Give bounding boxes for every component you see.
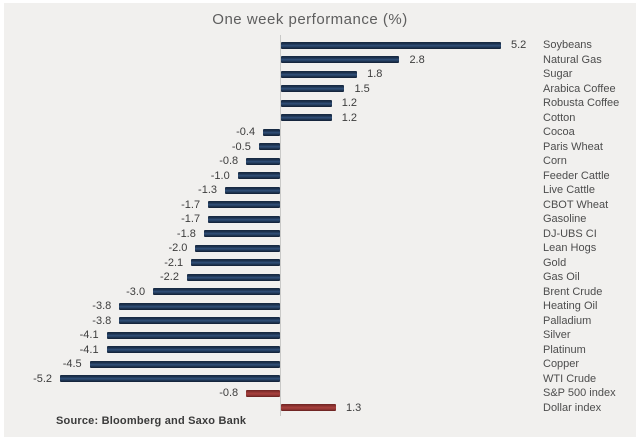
bar <box>60 375 280 382</box>
value-label: -3.8 <box>92 314 112 327</box>
value-label: 2.8 <box>409 53 425 66</box>
category-label: Feeder Cattle <box>543 169 610 182</box>
value-label: -0.8 <box>219 387 239 399</box>
bar <box>191 259 280 266</box>
bar <box>225 186 280 194</box>
category-label: Gas Oil <box>543 271 580 283</box>
value-label: -0.4 <box>236 126 256 138</box>
zero-axis-line <box>280 35 281 416</box>
bar <box>186 273 280 281</box>
category-label: Sugar <box>543 68 573 80</box>
value-label: 5.2 <box>510 39 527 51</box>
bar <box>281 56 400 63</box>
category-label: Gasoline <box>543 213 587 225</box>
value-label: 1.3 <box>345 401 362 414</box>
category-label: Cocoa <box>543 126 575 138</box>
value-label: -4.1 <box>79 329 99 341</box>
value-label: -2.1 <box>164 256 184 269</box>
value-label: 1.2 <box>341 97 358 109</box>
category-label: Heating Oil <box>543 300 598 312</box>
category-label: DJ-UBS CI <box>543 227 597 240</box>
category-label: Dollar index <box>543 401 602 414</box>
bar <box>106 331 280 339</box>
bar <box>263 128 280 136</box>
bar <box>89 360 280 368</box>
chart-panel: One week performance (%) 5.2 Soybeans 2.8 N… <box>4 3 636 437</box>
category-label: Robusta Coffee <box>543 97 620 109</box>
bar <box>203 230 280 237</box>
bar <box>281 404 336 411</box>
bar <box>119 317 280 324</box>
value-label: 1.5 <box>354 82 370 95</box>
category-label: Cotton <box>543 111 576 124</box>
bar <box>195 244 280 252</box>
value-label: -4.5 <box>62 358 82 370</box>
category-label: Gold <box>543 256 567 269</box>
chart-title: One week performance (%) <box>212 11 408 28</box>
bar <box>246 157 280 165</box>
bar <box>281 99 332 107</box>
category-label: Lean Hogs <box>543 242 597 254</box>
value-label: -0.5 <box>231 140 251 153</box>
value-label: -1.7 <box>181 198 201 211</box>
bar <box>237 172 280 179</box>
bar <box>281 114 332 121</box>
category-label: Paris Wheat <box>543 140 603 153</box>
bar <box>208 201 280 208</box>
value-label: -1.7 <box>181 213 201 225</box>
category-label: Copper <box>543 358 580 370</box>
category-label: Arabica Coffee <box>543 82 616 95</box>
value-label: -4.1 <box>79 343 99 356</box>
value-label: -2.2 <box>159 271 179 283</box>
category-label: Silver <box>543 329 571 341</box>
category-label: Corn <box>543 155 567 167</box>
category-label: Natural Gas <box>543 53 602 66</box>
category-label: CBOT Wheat <box>543 198 609 211</box>
bar <box>281 41 501 49</box>
category-label: Platinum <box>543 343 586 356</box>
bar-chart: 5.2 Soybeans 2.8 Natural Gas 1.8 Sugar 1.5 Arab… <box>4 3 636 437</box>
value-label: -1.0 <box>210 169 230 182</box>
bar <box>208 215 280 223</box>
value-label: 1.2 <box>341 111 358 124</box>
category-label: Palladium <box>543 314 592 327</box>
source-note: Source: Bloomberg and Saxo Bank <box>56 415 247 427</box>
value-label: -3.8 <box>92 300 112 312</box>
value-label: -3.0 <box>126 285 146 298</box>
category-label: S&P 500 index <box>543 387 616 399</box>
bar <box>119 302 280 310</box>
value-label: -2.0 <box>168 242 188 254</box>
category-label: WTI Crude <box>543 372 597 385</box>
bar <box>106 346 280 353</box>
bar <box>246 389 280 397</box>
category-label: Soybeans <box>543 39 592 51</box>
value-label: -1.8 <box>176 227 196 240</box>
category-label: Live Cattle <box>543 184 595 196</box>
value-label: -0.8 <box>219 155 239 167</box>
bar <box>153 288 280 295</box>
bar <box>281 85 345 92</box>
value-label: 1.8 <box>367 68 383 80</box>
category-label: Brent Crude <box>543 285 603 298</box>
value-label: -1.3 <box>198 184 218 196</box>
bar <box>258 143 280 150</box>
bar <box>281 70 358 78</box>
value-label: -5.2 <box>33 372 53 385</box>
